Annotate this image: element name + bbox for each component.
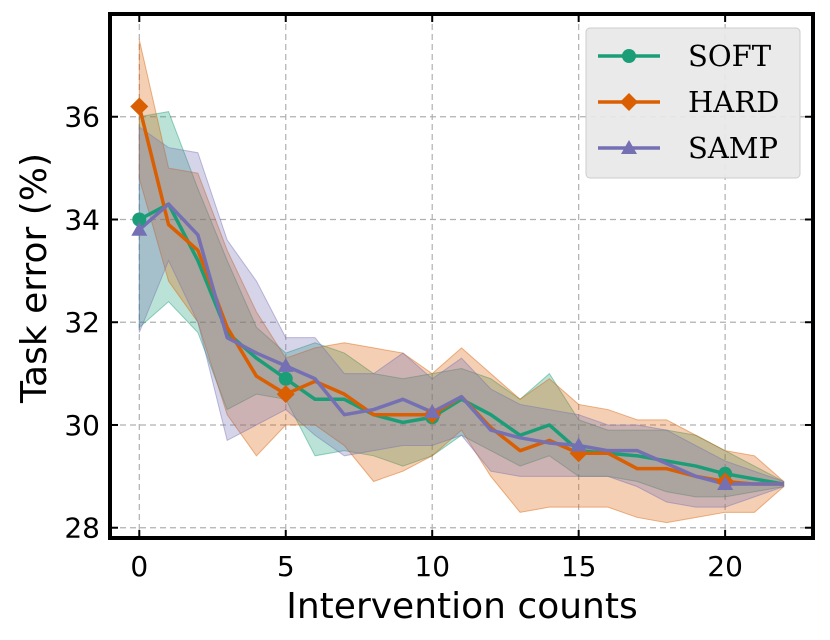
y-tick-label: 28 [64, 512, 100, 545]
samp-point [277, 357, 294, 372]
y-tick-label: 36 [64, 101, 100, 134]
axis-ticks: 0 5 10 15 20 28 30 32 34 36 [64, 14, 813, 583]
x-tick-label: 20 [707, 550, 743, 583]
legend-soft-label: SOFT [688, 39, 772, 73]
legend-hard-marker [620, 93, 638, 111]
samp-point [717, 476, 734, 491]
plot-frame [108, 12, 815, 540]
hard-point [276, 385, 295, 404]
samp-point [570, 437, 587, 452]
soft-point [132, 212, 147, 227]
x-tick-label: 0 [130, 550, 148, 583]
samp-point [131, 221, 148, 236]
legend-box [585, 27, 801, 179]
x-tick-label: 15 [561, 550, 597, 583]
confidence-bands [138, 39, 785, 524]
legend-samp-label: SAMP [688, 131, 778, 165]
soft-band [138, 111, 785, 498]
y-axis-label: Task error (%) [14, 153, 55, 404]
legend: SOFT HARD SAMP [585, 27, 801, 179]
y-tick-label: 30 [64, 409, 100, 442]
samp-line [138, 202, 784, 486]
y-tick-label: 32 [64, 306, 100, 339]
series-markers [130, 97, 735, 491]
y-tick-label: 34 [64, 203, 100, 236]
hard-point [130, 97, 149, 116]
samp-point [424, 404, 441, 419]
hard-band [138, 39, 785, 524]
samp-band [138, 126, 785, 508]
legend-hard-label: HARD [688, 85, 779, 119]
x-tick-label: 10 [414, 550, 450, 583]
legend-samp-marker [621, 140, 637, 154]
x-tick-label: 5 [277, 550, 295, 583]
x-axis-label: Intervention counts [286, 586, 638, 627]
legend-soft-marker [622, 49, 636, 63]
soft-point [278, 371, 293, 386]
grid [110, 14, 813, 538]
series-lines [137, 106, 785, 486]
legend-entries: SOFT HARD SAMP [598, 39, 779, 165]
